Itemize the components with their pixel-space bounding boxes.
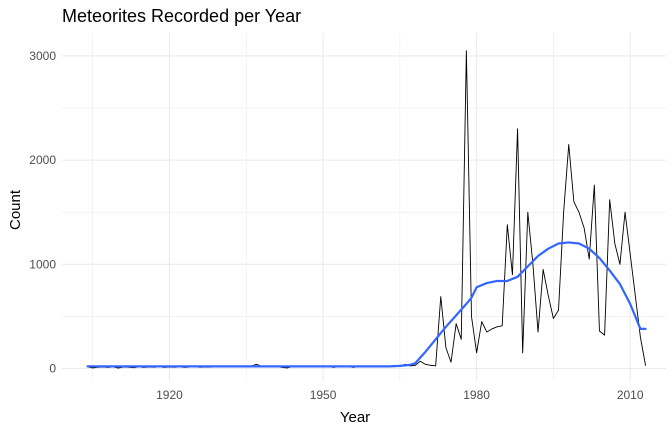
- x-axis-title: Year: [340, 409, 370, 426]
- x-tick-label: 1920: [156, 388, 183, 402]
- smoothed-trend-line: [86, 241, 647, 368]
- x-tick-label: 2010: [617, 388, 644, 402]
- yearly-count-line: [87, 50, 646, 369]
- y-tick-label: 3000: [29, 49, 56, 63]
- x-tick-label: 1950: [310, 388, 337, 402]
- x-tick-label: 1980: [463, 388, 490, 402]
- y-tick-label: 2000: [29, 153, 56, 167]
- y-tick-label: 1000: [29, 257, 56, 271]
- chart-title: Meteorites Recorded per Year: [62, 6, 302, 26]
- y-axis-title: Count: [7, 189, 24, 230]
- y-tick-label: 0: [49, 361, 56, 375]
- grid-layer: [62, 33, 666, 381]
- series-layer: [86, 50, 647, 369]
- tick-layer: 1920 1950 1980 2010 0 1000 2000 3000: [29, 49, 644, 402]
